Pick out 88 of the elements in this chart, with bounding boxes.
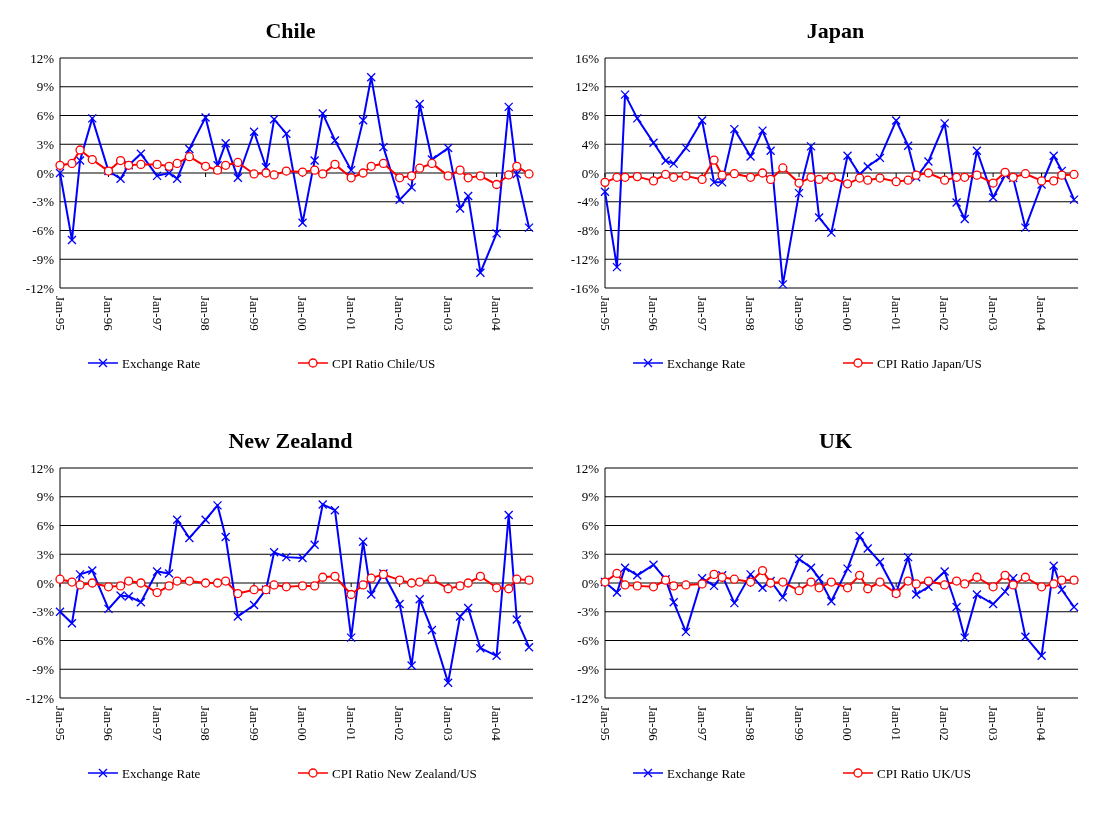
x-tick-label: Jan-00 bbox=[840, 706, 856, 741]
y-tick-label: 9% bbox=[581, 489, 600, 505]
x-tick-label: Jan-97 bbox=[149, 706, 165, 742]
y-tick-label: 6% bbox=[36, 108, 55, 124]
x-tick-label: Jan-00 bbox=[295, 706, 311, 741]
x-tick-label: Jan-01 bbox=[343, 706, 359, 741]
y-tick-label: -3% bbox=[32, 194, 55, 210]
x-tick-label: Jan-98 bbox=[198, 296, 214, 331]
x-tick-label: Jan-97 bbox=[694, 296, 710, 332]
x-tick-label: Jan-04 bbox=[489, 706, 505, 742]
y-tick-label: -12% bbox=[570, 690, 600, 706]
y-tick-label: -4% bbox=[577, 194, 600, 210]
x-tick-label: Jan-03 bbox=[440, 706, 456, 741]
y-tick-label: 6% bbox=[581, 518, 600, 534]
y-tick-label: -9% bbox=[32, 661, 55, 677]
x-tick-label: Jan-02 bbox=[392, 296, 408, 331]
chart-title: Chile bbox=[265, 18, 316, 43]
y-tick-label: 12% bbox=[575, 460, 600, 476]
x-tick-label: Jan-98 bbox=[743, 706, 759, 741]
y-tick-label: 12% bbox=[30, 50, 55, 66]
y-tick-label: 8% bbox=[581, 108, 600, 124]
y-tick-label: 0% bbox=[36, 165, 55, 181]
y-tick-label: 3% bbox=[581, 546, 600, 562]
x-tick-label: Jan-99 bbox=[246, 296, 262, 331]
x-tick-label: Jan-98 bbox=[743, 296, 759, 331]
x-tick-label: Jan-99 bbox=[791, 706, 807, 741]
y-tick-label: 6% bbox=[36, 518, 55, 534]
x-tick-label: Jan-95 bbox=[597, 296, 613, 331]
y-tick-label: -12% bbox=[25, 690, 55, 706]
chart-title: UK bbox=[819, 428, 852, 453]
y-tick-label: -6% bbox=[32, 633, 55, 649]
y-tick-label: -6% bbox=[32, 223, 55, 239]
x-tick-label: Jan-98 bbox=[198, 706, 214, 741]
legend-label: Exchange Rate bbox=[122, 355, 201, 371]
y-tick-label: 3% bbox=[36, 546, 55, 562]
legend-label: Exchange Rate bbox=[122, 765, 201, 781]
y-tick-label: 3% bbox=[36, 136, 55, 152]
legend-label: CPI Ratio UK/US bbox=[877, 765, 971, 781]
y-tick-label: 4% bbox=[581, 136, 600, 152]
chart-title: New Zealand bbox=[228, 428, 353, 453]
x-tick-label: Jan-96 bbox=[645, 296, 661, 332]
legend-label: Exchange Rate bbox=[667, 355, 746, 371]
x-tick-label: Jan-97 bbox=[694, 706, 710, 742]
x-tick-label: Jan-00 bbox=[295, 296, 311, 331]
y-tick-label: -3% bbox=[577, 604, 600, 620]
y-tick-label: -3% bbox=[32, 604, 55, 620]
x-tick-label: Jan-01 bbox=[888, 706, 904, 741]
x-tick-label: Jan-97 bbox=[149, 296, 165, 332]
x-tick-label: Jan-99 bbox=[791, 296, 807, 331]
x-tick-label: Jan-04 bbox=[1034, 296, 1050, 332]
y-tick-label: 0% bbox=[581, 575, 600, 591]
y-tick-label: 9% bbox=[36, 489, 55, 505]
y-tick-label: -9% bbox=[577, 661, 600, 677]
x-tick-label: Jan-03 bbox=[440, 296, 456, 331]
chart-title: Japan bbox=[806, 18, 865, 43]
y-tick-label: -6% bbox=[577, 633, 600, 649]
x-tick-label: Jan-00 bbox=[840, 296, 856, 331]
x-tick-label: Jan-01 bbox=[343, 296, 359, 331]
y-tick-label: 12% bbox=[30, 460, 55, 476]
legend-label: CPI Ratio Japan/US bbox=[877, 355, 982, 371]
legend-label: Exchange Rate bbox=[667, 765, 746, 781]
x-tick-label: Jan-03 bbox=[985, 706, 1001, 741]
x-tick-label: Jan-99 bbox=[246, 706, 262, 741]
x-tick-label: Jan-02 bbox=[392, 706, 408, 741]
y-tick-label: -12% bbox=[570, 251, 600, 267]
y-tick-label: 0% bbox=[36, 575, 55, 591]
x-tick-label: Jan-95 bbox=[597, 706, 613, 741]
legend-label: CPI Ratio New Zealand/US bbox=[332, 765, 477, 781]
legend-label: CPI Ratio Chile/US bbox=[332, 355, 436, 371]
y-tick-label: 16% bbox=[575, 50, 600, 66]
y-tick-label: 12% bbox=[575, 79, 600, 95]
y-tick-label: -16% bbox=[570, 280, 600, 296]
x-tick-label: Jan-02 bbox=[937, 706, 953, 741]
x-tick-label: Jan-04 bbox=[489, 296, 505, 332]
y-tick-label: -8% bbox=[577, 223, 600, 239]
y-tick-label: 0% bbox=[581, 165, 600, 181]
x-tick-label: Jan-03 bbox=[985, 296, 1001, 331]
x-tick-label: Jan-96 bbox=[100, 296, 116, 332]
x-tick-label: Jan-02 bbox=[937, 296, 953, 331]
x-tick-label: Jan-96 bbox=[100, 706, 116, 742]
x-tick-label: Jan-96 bbox=[645, 706, 661, 742]
y-tick-label: -12% bbox=[25, 280, 55, 296]
y-tick-label: -9% bbox=[32, 251, 55, 267]
x-tick-label: Jan-95 bbox=[52, 706, 68, 741]
x-tick-label: Jan-95 bbox=[52, 296, 68, 331]
x-tick-label: Jan-01 bbox=[888, 296, 904, 331]
x-tick-label: Jan-04 bbox=[1034, 706, 1050, 742]
y-tick-label: 9% bbox=[36, 79, 55, 95]
